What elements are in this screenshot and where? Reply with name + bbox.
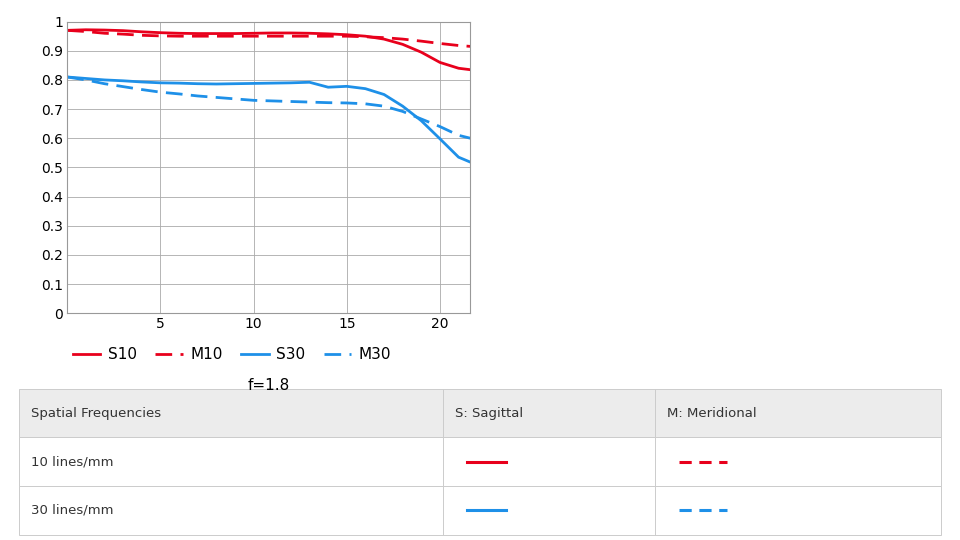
Text: S: Sagittal: S: Sagittal: [455, 407, 523, 420]
Text: Spatial Frequencies: Spatial Frequencies: [31, 407, 161, 420]
Legend: S10, M10, S30, M30: S10, M10, S30, M30: [67, 341, 397, 368]
Text: 30 lines/mm: 30 lines/mm: [31, 504, 113, 517]
Text: M: Meridional: M: Meridional: [666, 407, 756, 420]
Text: f=1.8: f=1.8: [248, 378, 290, 393]
Text: 10 lines/mm: 10 lines/mm: [31, 455, 113, 468]
